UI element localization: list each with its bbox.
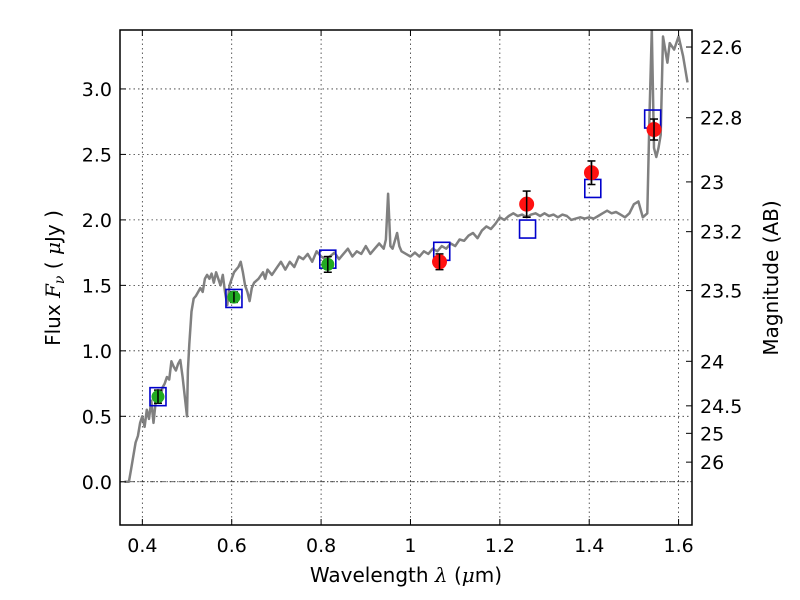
y2-tick-label: 23.5 [700, 281, 742, 303]
y-tick-label: 3.0 [82, 79, 112, 101]
model-square-marker [518, 219, 537, 239]
model-square-marker [583, 178, 602, 199]
y-tick-label: 1.5 [82, 275, 112, 297]
y2-tick-label: 24.5 [700, 396, 742, 418]
x-tick-label: 0.6 [217, 535, 247, 557]
axes: 0.4 0.6 0.8 1 1.2 1.4 1.6 0.0 0.5 1.0 1.5 2.0 2.5 3.0… [82, 30, 742, 557]
y2-tick-label: 22.8 [700, 108, 742, 130]
x-tick-label: 1.6 [663, 535, 693, 557]
model-square-marker [149, 386, 167, 407]
y-tick-label: 2.5 [82, 144, 112, 166]
plot-area [124, 30, 689, 484]
x-tick-label: 0.4 [127, 535, 157, 557]
y2-tick-label: 25 [700, 423, 724, 445]
y2-tick-label: 22.6 [700, 37, 742, 59]
y-tick-label: 0.0 [82, 472, 112, 494]
x-axis-label: Wavelength λ (μm) [310, 563, 502, 587]
y2-tick-label: 23 [700, 172, 724, 194]
plot-frame [119, 29, 693, 526]
y-axis-label: Flux Fν ( μJy ) [41, 210, 68, 346]
y-tick-label: 1.0 [82, 341, 112, 363]
y2-tick-label: 24 [700, 351, 724, 373]
x-tick-label: 1.4 [574, 535, 604, 557]
x-tick-label: 1 [404, 535, 416, 557]
y-tick-label: 0.5 [82, 406, 112, 428]
spectrum-line [124, 30, 689, 484]
y2-axis-label: Magnitude (AB) [759, 200, 783, 355]
y-tick-label: 2.0 [82, 210, 112, 232]
x-tick-label: 1.2 [485, 535, 515, 557]
y2-tick-label: 23.2 [700, 222, 742, 244]
plot-content [124, 30, 689, 484]
x-tick-label: 0.8 [306, 535, 336, 557]
y2-tick-label: 26 [700, 452, 724, 474]
model-square-marker [225, 288, 243, 309]
